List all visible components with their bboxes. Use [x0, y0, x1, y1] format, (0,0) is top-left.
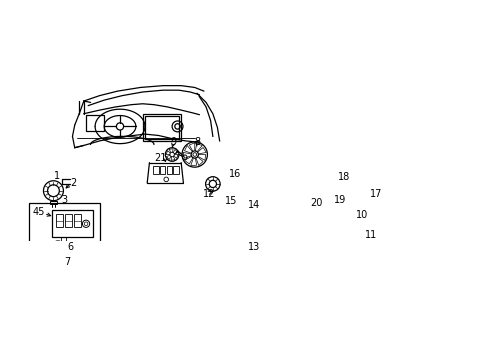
- Bar: [50, 201, 57, 204]
- Text: 9: 9: [170, 137, 176, 147]
- Bar: [142, 114, 181, 141]
- Bar: [372, 219, 392, 226]
- Text: 16: 16: [229, 169, 241, 179]
- Bar: [324, 209, 328, 218]
- Text: 17: 17: [369, 189, 381, 199]
- Text: 6: 6: [67, 242, 73, 252]
- Bar: [153, 166, 158, 174]
- Bar: [305, 209, 309, 218]
- Bar: [160, 166, 165, 174]
- Text: 12: 12: [203, 189, 215, 199]
- Text: 7: 7: [64, 257, 70, 267]
- Text: 21: 21: [154, 153, 166, 163]
- Text: 45: 45: [32, 207, 44, 217]
- Bar: [318, 209, 322, 218]
- Text: 1: 1: [54, 171, 60, 181]
- Text: 10: 10: [355, 210, 367, 220]
- Text: 13: 13: [247, 242, 259, 252]
- Text: 3: 3: [61, 195, 67, 205]
- Bar: [370, 202, 389, 210]
- Bar: [86, 115, 104, 131]
- Text: 11: 11: [365, 230, 377, 240]
- Bar: [64, 214, 72, 228]
- Bar: [244, 211, 263, 236]
- Text: 14: 14: [247, 200, 259, 210]
- Bar: [166, 166, 172, 174]
- Bar: [74, 214, 81, 228]
- Bar: [246, 215, 261, 230]
- Bar: [344, 185, 364, 195]
- Bar: [173, 166, 179, 174]
- Bar: [340, 188, 344, 193]
- Text: 20: 20: [309, 198, 322, 208]
- Text: 18: 18: [337, 172, 349, 182]
- Bar: [52, 210, 93, 237]
- Text: 8: 8: [194, 137, 201, 147]
- Bar: [144, 116, 179, 139]
- Bar: [330, 209, 335, 218]
- Text: 2: 2: [71, 178, 77, 188]
- Text: 19: 19: [333, 195, 345, 205]
- Bar: [311, 209, 316, 218]
- Bar: [380, 229, 397, 235]
- Bar: [29, 203, 100, 244]
- Text: 15: 15: [224, 196, 237, 206]
- Bar: [56, 214, 63, 228]
